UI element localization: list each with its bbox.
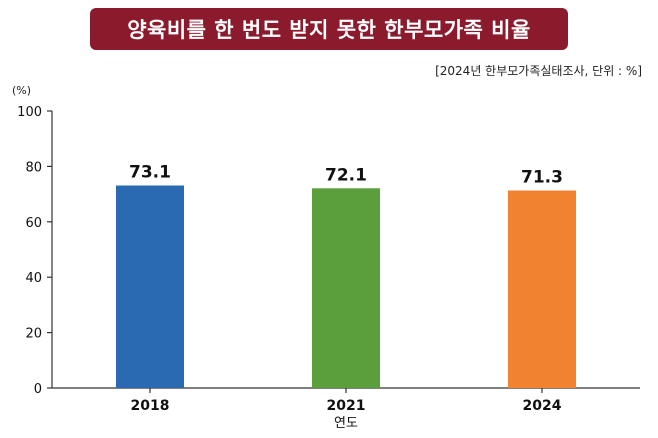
y-tick-label: 40 <box>25 271 42 286</box>
bar-2018 <box>116 185 184 388</box>
x-axis-label: 연도 <box>334 416 358 431</box>
x-tick-label: 2021 <box>327 398 366 414</box>
y-tick-label: 20 <box>25 327 42 342</box>
y-tick-label: 80 <box>25 160 42 175</box>
x-tick-label: 2024 <box>523 398 562 414</box>
source-note: [2024년 한부모가족실태조사, 단위 : %] <box>435 64 642 78</box>
y-tick-label: 60 <box>25 216 42 231</box>
chart-title: 양육비를 한 번도 받지 못한 한부모가족 비율 <box>127 18 531 42</box>
data-label: 71.3 <box>521 167 563 187</box>
data-label: 73.1 <box>129 163 171 183</box>
y-unit-label: (%) <box>12 84 32 97</box>
bar-2024 <box>508 190 576 388</box>
y-tick-label: 100 <box>17 105 42 120</box>
y-tick-label: 0 <box>34 382 42 397</box>
x-tick-label: 2018 <box>131 398 170 414</box>
bar-2021 <box>312 188 380 388</box>
data-label: 72.1 <box>325 165 367 185</box>
title-banner: 양육비를 한 번도 받지 못한 한부모가족 비율 <box>90 8 568 50</box>
